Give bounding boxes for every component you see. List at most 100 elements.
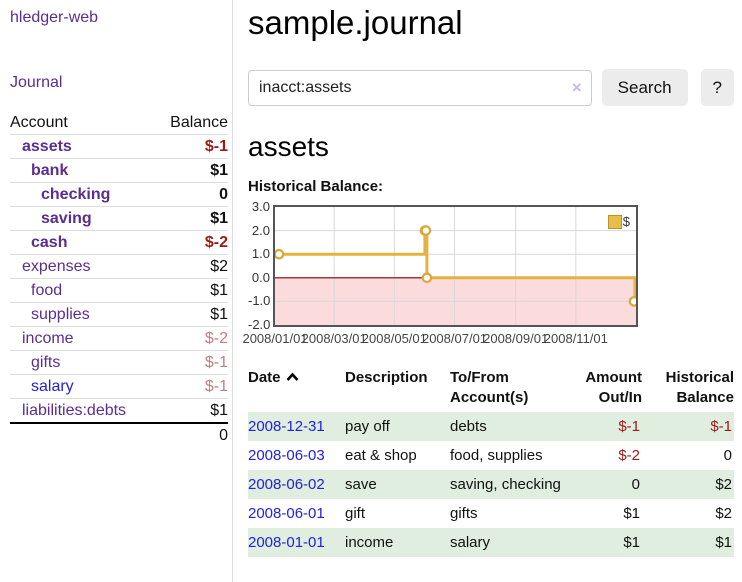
account-row: food $1: [10, 278, 228, 303]
accounts-header-balance: Balance: [170, 114, 228, 131]
account-row: liabilities:debts $1: [10, 398, 228, 424]
account-balance: $-1: [204, 354, 228, 371]
account-link[interactable]: supplies: [31, 306, 90, 323]
register-header-row: Date Description To/From Account(s) Amou…: [248, 364, 734, 412]
account-row: salary $-1: [10, 374, 228, 399]
data-point-marker: [275, 248, 285, 260]
account-balance: $2: [210, 258, 228, 275]
chart-canvas: [275, 207, 636, 325]
transaction-row: 2008-06-03 eat & shop food, supplies $-2 0: [248, 441, 734, 470]
chart-plot-area: $: [273, 205, 638, 327]
account-row: cash $-2: [10, 230, 228, 255]
transaction-amount: $-1: [618, 418, 640, 435]
x-axis-tick-label: 2008/07/01: [421, 331, 488, 346]
transaction-accounts: food, supplies: [450, 447, 543, 464]
account-row: checking 0: [10, 182, 228, 207]
y-axis-tick-label: -2.0: [248, 317, 271, 332]
account-link[interactable]: food: [31, 282, 63, 299]
transaction-accounts: salary: [450, 534, 491, 551]
data-point-marker: [628, 296, 636, 307]
y-axis-tick-label: 2.0: [251, 222, 270, 238]
chart-legend: $: [607, 214, 630, 229]
account-link[interactable]: checking: [41, 186, 111, 203]
transaction-row: 2008-01-01 income salary $1 $1: [248, 528, 734, 557]
data-point-marker: [421, 272, 433, 284]
data-point-marker: [420, 225, 432, 236]
account-balance: $1: [210, 162, 228, 179]
x-axis-tick-label: 2008/11/01: [543, 331, 608, 346]
account-row: bank $1: [10, 158, 228, 183]
transaction-date-link[interactable]: 2008-01-01: [248, 534, 325, 551]
transaction-balance: 0: [723, 447, 732, 464]
chart-section-label: Historical Balance:: [248, 178, 384, 195]
account-balance: $-1: [204, 378, 228, 395]
legend-swatch-icon: [607, 214, 622, 229]
account-link[interactable]: expenses: [22, 258, 91, 275]
register-header-balance: Historical Balance: [665, 369, 734, 406]
transaction-accounts: gifts: [450, 505, 478, 522]
historical-balance-chart: 3.0 2.0 1.0 0.0 -1.0 -2.0 $ 2008/01/01 2008/03…: [242, 200, 734, 347]
x-axis-tick-label: 2008/05/01: [361, 331, 427, 346]
accounts-total-value: 0: [155, 422, 228, 447]
accounts-total-row: 0: [10, 422, 228, 447]
search-input-wrap: ×: [248, 69, 592, 106]
register-header-accounts: To/From Account(s): [450, 369, 529, 406]
account-link[interactable]: gifts: [31, 354, 61, 371]
account-balance: $1: [210, 402, 228, 419]
register-header-description: Description: [345, 369, 428, 386]
sidebar-divider: [232, 0, 233, 582]
account-balance: $-2: [204, 234, 228, 251]
account-heading: assets: [248, 131, 329, 162]
transaction-row: 2008-12-31 pay off debts $-1 $-1: [248, 412, 734, 441]
account-balance: $1: [210, 282, 228, 299]
account-row: supplies $1: [10, 302, 228, 327]
account-row: gifts $-1: [10, 350, 228, 375]
sidebar: hledger-web Journal Account Balance asse…: [0, 0, 232, 447]
transaction-balance: $1: [715, 534, 732, 551]
transaction-date-link[interactable]: 2008-06-03: [248, 447, 325, 464]
transaction-description: eat & shop: [345, 447, 417, 464]
transaction-description: pay off: [345, 418, 390, 435]
account-balance: $-1: [204, 138, 228, 155]
help-button[interactable]: ?: [700, 69, 734, 106]
search-button[interactable]: Search: [601, 69, 688, 106]
account-link[interactable]: assets: [22, 138, 72, 155]
register-header-date[interactable]: Date: [248, 364, 345, 412]
account-link[interactable]: liabilities:debts: [22, 402, 127, 419]
x-axis-tick-label: 2008/09/01: [483, 331, 549, 346]
app-title-link[interactable]: hledger-web: [10, 9, 99, 26]
transaction-row: 2008-06-02 save saving, checking 0 $2: [248, 470, 734, 499]
account-balance: $1: [210, 306, 228, 323]
accounts-table: Account Balance assets $-1 bank $1 checking 0…: [10, 111, 228, 447]
transaction-description: income: [345, 534, 394, 551]
account-link[interactable]: salary: [31, 378, 74, 395]
sidebar-item-journal[interactable]: Journal: [10, 74, 63, 91]
y-axis-tick-label: -1.0: [248, 293, 271, 309]
sort-ascending-icon: [286, 372, 298, 381]
transaction-description: save: [345, 476, 377, 493]
search-input[interactable]: [248, 69, 592, 106]
transaction-amount: 0: [631, 476, 640, 493]
transaction-amount: $1: [623, 505, 640, 522]
account-balance: $1: [210, 210, 228, 227]
main-content: sample.journal × Search ? assets Histori…: [242, 0, 734, 557]
accounts-total-spacer: [10, 422, 156, 447]
transaction-date-link[interactable]: 2008-12-31: [248, 418, 325, 435]
transaction-description: gift: [345, 505, 366, 522]
account-link[interactable]: bank: [31, 162, 69, 179]
account-link[interactable]: income: [22, 330, 74, 347]
transaction-date-link[interactable]: 2008-06-02: [248, 476, 325, 493]
transaction-accounts: saving, checking: [450, 476, 561, 493]
transaction-balance: $2: [715, 505, 732, 522]
clear-search-icon[interactable]: ×: [571, 77, 582, 97]
account-row: saving $1: [10, 206, 228, 231]
y-axis-tick-label: 1.0: [251, 246, 270, 262]
accounts-header-account: Account: [10, 114, 68, 131]
transaction-date-link[interactable]: 2008-06-01: [248, 505, 325, 522]
account-link[interactable]: cash: [31, 234, 68, 251]
account-row: expenses $2: [10, 254, 228, 279]
transaction-balance: $2: [715, 476, 732, 493]
accounts-header-row: Account Balance: [10, 111, 228, 135]
register-header-amount: Amount Out/In: [585, 369, 642, 406]
account-link[interactable]: saving: [41, 210, 92, 227]
